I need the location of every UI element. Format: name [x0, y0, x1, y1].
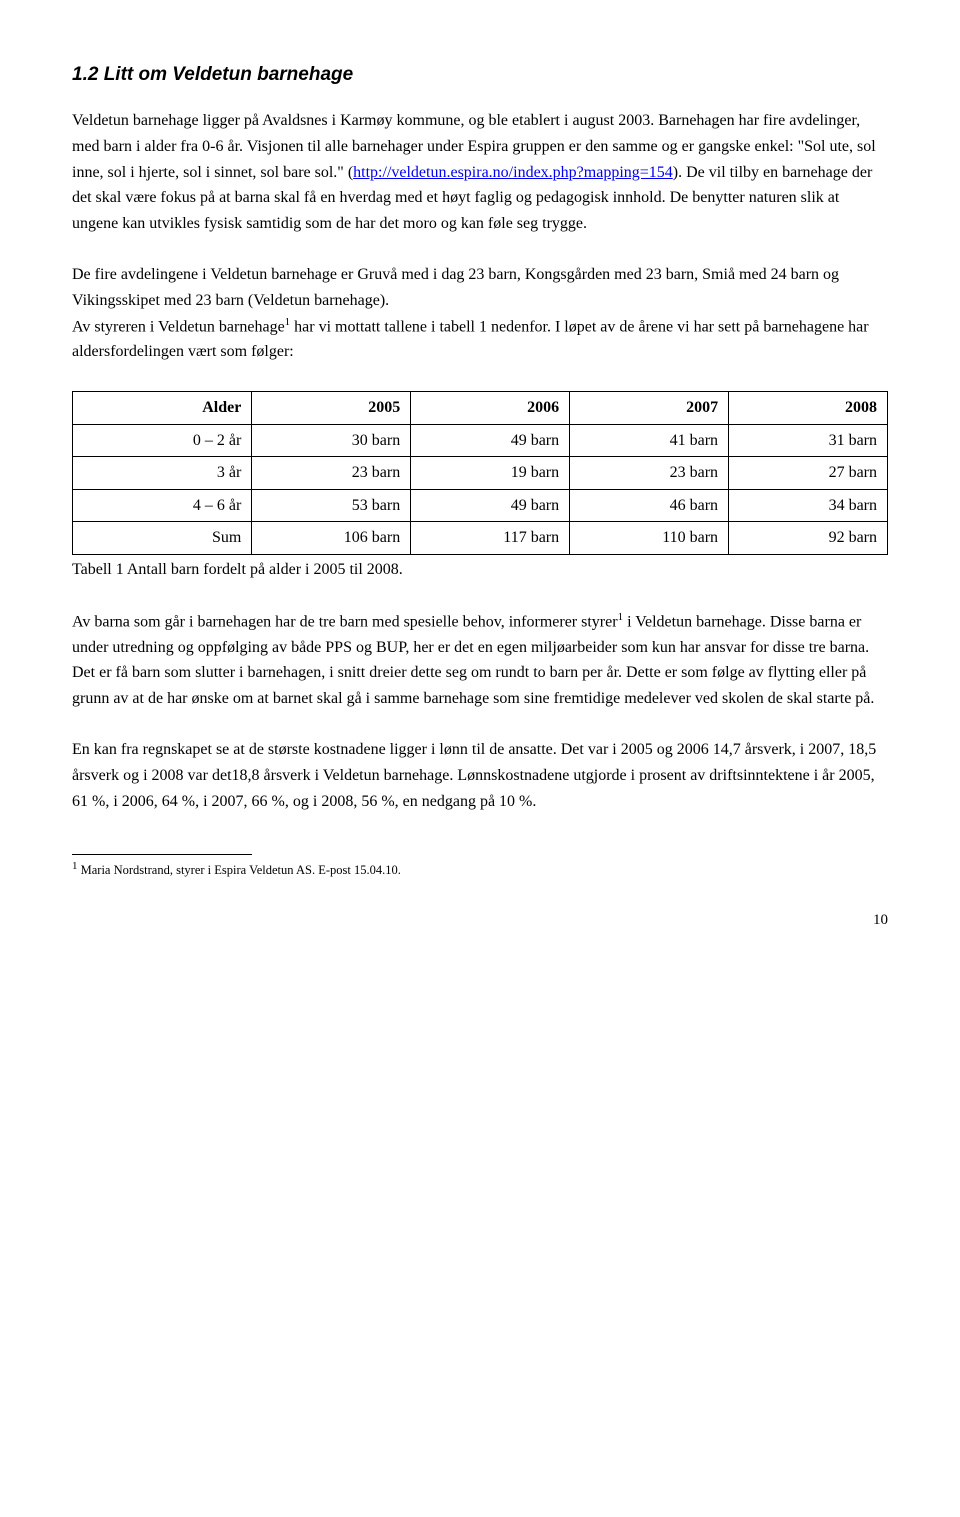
section-heading: 1.2 Litt om Veldetun barnehage: [72, 60, 888, 90]
table-header-cell: Alder: [73, 392, 252, 425]
table-row: 4 – 6 år 53 barn 49 barn 46 barn 34 barn: [73, 489, 888, 522]
paragraph-3: Av styreren i Veldetun barnehage1 har vi…: [72, 314, 888, 366]
table-row: 0 – 2 år 30 barn 49 barn 41 barn 31 barn: [73, 424, 888, 457]
table-row: Sum 106 barn 117 barn 110 barn 92 barn: [73, 522, 888, 555]
paragraph-2: De fire avdelingene i Veldetun barnehage…: [72, 262, 888, 313]
table-header-cell: 2006: [411, 392, 570, 425]
source-link[interactable]: http://veldetun.espira.no/index.php?mapp…: [353, 164, 673, 181]
footnote: 1 Maria Nordstrand, styrer i Espira Veld…: [72, 859, 888, 880]
age-distribution-table: Alder 2005 2006 2007 2008 0 – 2 år 30 ba…: [72, 391, 888, 555]
table-cell: 31 barn: [729, 424, 888, 457]
table-header-cell: 2008: [729, 392, 888, 425]
table-cell: 0 – 2 år: [73, 424, 252, 457]
table-cell: 30 barn: [252, 424, 411, 457]
table-cell: 49 barn: [411, 489, 570, 522]
paragraph-1: Veldetun barnehage ligger på Avaldsnes i…: [72, 108, 888, 236]
table-cell: 4 – 6 år: [73, 489, 252, 522]
table-cell: 19 barn: [411, 457, 570, 490]
table-cell: 23 barn: [570, 457, 729, 490]
table-cell: 106 barn: [252, 522, 411, 555]
paragraph-4: Av barna som går i barnehagen har de tre…: [72, 609, 888, 712]
paragraph-3-text-a: Av styreren i Veldetun barnehage: [72, 318, 285, 335]
paragraph-4-text-a: Av barna som går i barnehagen har de tre…: [72, 613, 618, 630]
table-cell: 41 barn: [570, 424, 729, 457]
table-header-row: Alder 2005 2006 2007 2008: [73, 392, 888, 425]
footnote-text: Maria Nordstrand, styrer i Espira Veldet…: [78, 863, 401, 877]
table-header-cell: 2007: [570, 392, 729, 425]
table-cell: 92 barn: [729, 522, 888, 555]
paragraph-5: En kan fra regnskapet se at de største k…: [72, 737, 888, 814]
table-cell: Sum: [73, 522, 252, 555]
table-caption: Tabell 1 Antall barn fordelt på alder i …: [72, 557, 888, 583]
page-number: 10: [72, 908, 888, 932]
table-row: 3 år 23 barn 19 barn 23 barn 27 barn: [73, 457, 888, 490]
table-cell: 49 barn: [411, 424, 570, 457]
table-cell: 23 barn: [252, 457, 411, 490]
table-cell: 34 barn: [729, 489, 888, 522]
table-cell: 53 barn: [252, 489, 411, 522]
footnote-separator: [72, 854, 252, 855]
table-cell: 3 år: [73, 457, 252, 490]
table-cell: 46 barn: [570, 489, 729, 522]
table-cell: 110 barn: [570, 522, 729, 555]
table-header-cell: 2005: [252, 392, 411, 425]
table-cell: 27 barn: [729, 457, 888, 490]
table-cell: 117 barn: [411, 522, 570, 555]
